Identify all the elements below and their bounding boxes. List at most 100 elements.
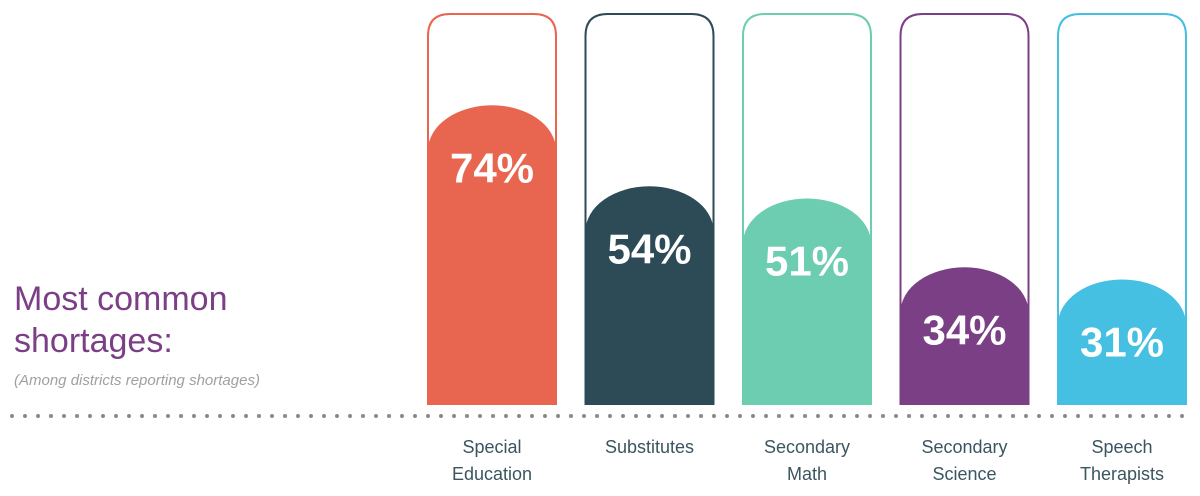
baseline-dot	[166, 414, 170, 418]
baseline-dot	[101, 414, 105, 418]
baseline-dot	[829, 414, 833, 418]
bar-container	[899, 13, 1030, 405]
baseline-dot	[634, 414, 638, 418]
baseline-dot	[75, 414, 79, 418]
baseline-dot	[478, 414, 482, 418]
baseline-dot	[361, 414, 365, 418]
baseline-dot	[452, 414, 456, 418]
baseline-dot	[894, 414, 898, 418]
baseline-dot	[127, 414, 131, 418]
baseline-dot	[972, 414, 976, 418]
baseline-dot	[1115, 414, 1119, 418]
baseline-dot	[1089, 414, 1093, 418]
baseline-dot	[725, 414, 729, 418]
baseline-dot	[413, 414, 417, 418]
baseline-dot	[439, 414, 443, 418]
baseline-dot	[1141, 414, 1145, 418]
baseline-dot	[153, 414, 157, 418]
baseline-dot	[985, 414, 989, 418]
baseline-dot	[868, 414, 872, 418]
baseline-dot	[933, 414, 937, 418]
baseline-dot	[530, 414, 534, 418]
category-label: Special Education	[451, 437, 533, 484]
baseline-dot	[10, 414, 14, 418]
baseline-dot	[686, 414, 690, 418]
baseline-dot	[231, 414, 235, 418]
baseline-dot	[738, 414, 742, 418]
baseline-dot	[296, 414, 300, 418]
baseline-dot	[491, 414, 495, 418]
chart-subtitle: (Among districts reporting shortages)	[14, 372, 260, 389]
baseline-dot	[426, 414, 430, 418]
bar	[1058, 279, 1186, 405]
baseline-dot	[907, 414, 911, 418]
value-label: 34%	[922, 306, 1006, 353]
baseline-dot	[803, 414, 807, 418]
baseline-dot	[387, 414, 391, 418]
category-label: Speech Therapists	[1079, 437, 1165, 484]
bar	[428, 105, 556, 406]
baseline-dot	[543, 414, 547, 418]
baseline-dot	[582, 414, 586, 418]
baseline-dot	[647, 414, 651, 418]
baseline-dot	[751, 414, 755, 418]
baseline-dot	[23, 414, 27, 418]
baseline-dot	[1011, 414, 1015, 418]
category-label: Substitutes	[604, 437, 695, 457]
baseline-dot	[842, 414, 846, 418]
bar-container	[584, 13, 715, 405]
baseline-dot	[660, 414, 664, 418]
bar-container	[427, 13, 557, 405]
value-label: 31%	[1080, 319, 1164, 366]
baseline-dot	[192, 414, 196, 418]
baseline-dot	[257, 414, 261, 418]
category-label: Secondary Math	[763, 437, 851, 484]
baseline-dot	[998, 414, 1002, 418]
baseline-dot	[62, 414, 66, 418]
baseline-dot	[855, 414, 859, 418]
baseline-dot	[465, 414, 469, 418]
baseline-dot	[1154, 414, 1158, 418]
baseline-dot	[699, 414, 703, 418]
baseline-dot	[556, 414, 560, 418]
baseline-dot	[36, 414, 40, 418]
baseline-dot	[205, 414, 209, 418]
baseline-dot	[1076, 414, 1080, 418]
baseline-dot	[1050, 414, 1054, 418]
baseline-dot	[595, 414, 599, 418]
baseline-dot	[946, 414, 950, 418]
baseline-dot	[49, 414, 53, 418]
baseline-dot	[1024, 414, 1028, 418]
bar	[743, 198, 871, 405]
value-label: 74%	[450, 144, 534, 191]
baseline-dot	[114, 414, 118, 418]
baseline-dot	[309, 414, 313, 418]
bar	[900, 267, 1029, 405]
baseline-dot	[270, 414, 274, 418]
bar-container	[742, 13, 872, 405]
baseline-dot	[88, 414, 92, 418]
baseline-dot	[777, 414, 781, 418]
baseline-dot	[621, 414, 625, 418]
category-label: Secondary Science	[921, 437, 1008, 484]
baseline-dot	[218, 414, 222, 418]
baseline-dot	[790, 414, 794, 418]
baseline-dot	[569, 414, 573, 418]
baseline-dot	[1063, 414, 1067, 418]
baseline-dot	[1102, 414, 1106, 418]
baseline-dot	[881, 414, 885, 418]
baseline-dot	[374, 414, 378, 418]
baseline-dot	[400, 414, 404, 418]
baseline-dot	[764, 414, 768, 418]
baseline-dot	[1167, 414, 1171, 418]
baseline-dot	[322, 414, 326, 418]
baseline-dot	[517, 414, 521, 418]
baseline-dot	[1037, 414, 1041, 418]
chart-title: Most common shortages:	[14, 280, 228, 360]
baseline-dot	[816, 414, 820, 418]
value-label: 51%	[765, 238, 849, 285]
baseline-dot	[920, 414, 924, 418]
baseline-dot	[335, 414, 339, 418]
